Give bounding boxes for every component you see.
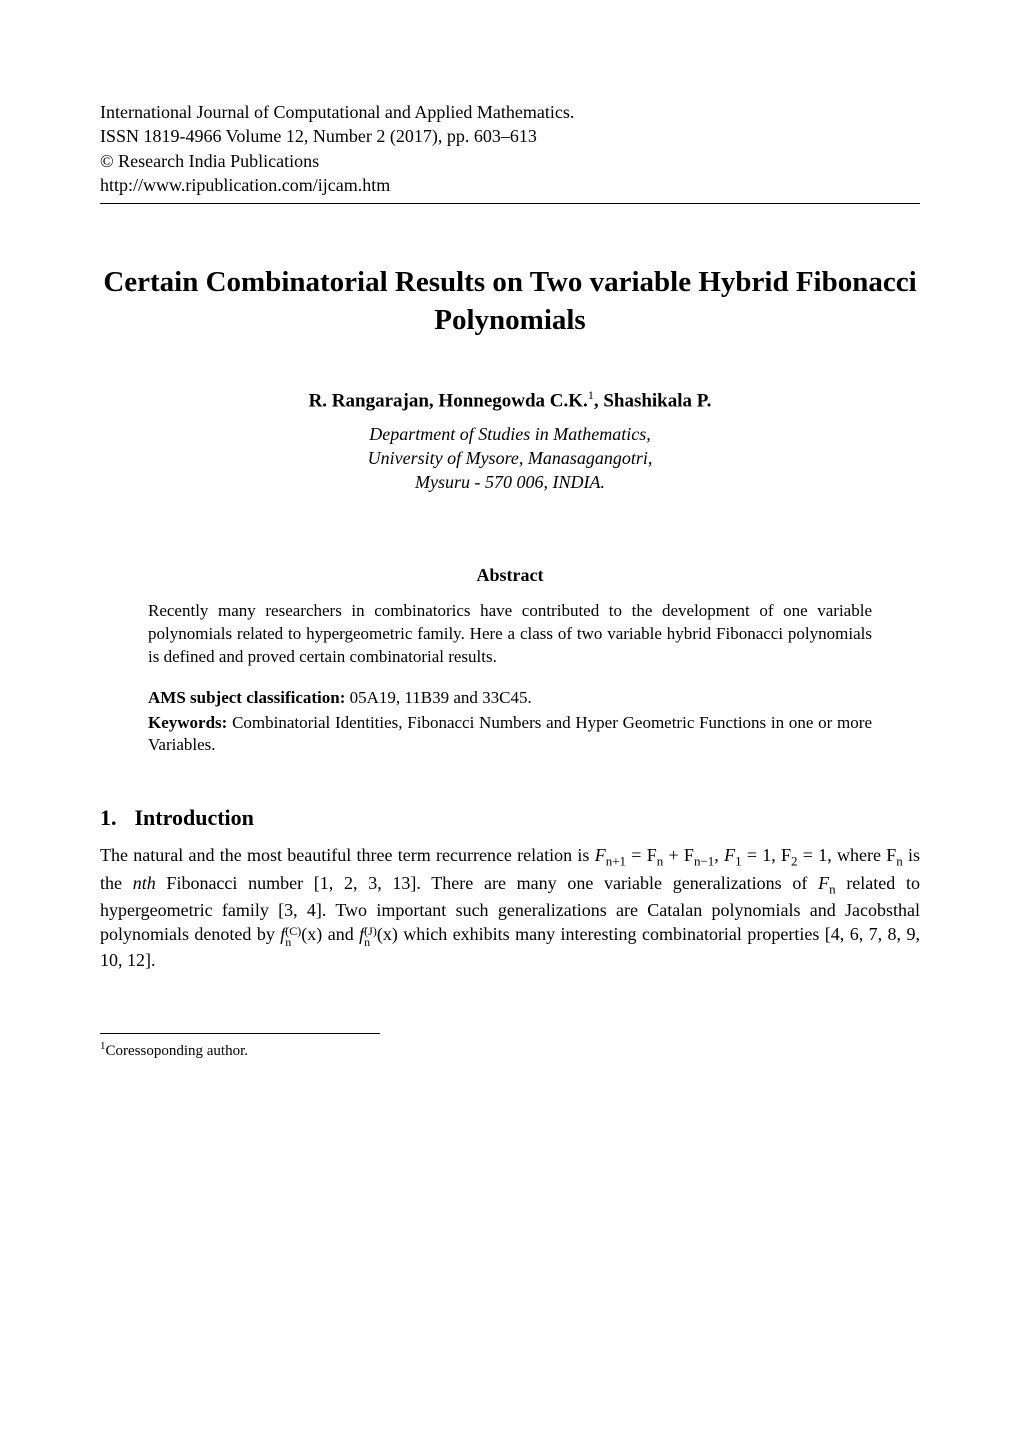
issn-line: ISSN 1819-4966 Volume 12, Number 2 (2017… (100, 124, 920, 148)
text-fragment: The natural and the most beautiful three… (100, 845, 595, 865)
footnote-corresponding-author: 1Coressoponding author. (100, 1040, 920, 1060)
section-heading-introduction: 1. Introduction (100, 805, 920, 831)
ams-value: 05A19, 11B39 and 33C45. (345, 688, 531, 707)
math-sub: n+1 (606, 854, 626, 869)
authors-main: R. Rangarajan, Honnegowda C.K. (309, 390, 588, 411)
ams-label: AMS subject classification: (148, 688, 345, 707)
keywords-value: Combinatorial Identities, Fibonacci Numb… (148, 713, 872, 755)
math-sub: n−1 (694, 854, 714, 869)
abstract-heading: Abstract (100, 565, 920, 586)
text-fragment: (x) and (301, 924, 359, 944)
authors: R. Rangarajan, Honnegowda C.K.1, Shashik… (100, 388, 920, 412)
affiliation: Department of Studies in Mathematics, Un… (100, 422, 920, 495)
journal-url: http://www.ripublication.com/ijcam.htm (100, 173, 920, 197)
text-fragment: = 1, where F (798, 845, 897, 865)
math-sub: n (285, 937, 301, 948)
math-F: F (818, 873, 829, 893)
affiliation-line3: Mysuru - 570 006, INDIA. (100, 470, 920, 494)
text-fragment: + F (663, 845, 694, 865)
authors-rest: , Shashikala P. (594, 390, 712, 411)
journal-name: International Journal of Computational a… (100, 100, 920, 124)
math-supsub: (J)n (364, 926, 377, 949)
paper-title: Certain Combinatorial Results on Two var… (100, 264, 920, 339)
math-supsub: (C)n (285, 926, 301, 949)
keywords: Keywords: Combinatorial Identities, Fibo… (148, 712, 872, 758)
header-rule (100, 203, 920, 204)
footnote-text: Coressoponding author. (106, 1043, 249, 1059)
intro-paragraph: The natural and the most beautiful three… (100, 843, 920, 972)
text-fragment: , (714, 845, 724, 865)
math-F: F (595, 845, 606, 865)
text-fragment: Fibonacci number [1, 2, 3, 13]. There ar… (156, 873, 818, 893)
section-number: 1. (100, 805, 117, 831)
footnote-rule (100, 1033, 380, 1034)
text-fragment: = F (626, 845, 657, 865)
affiliation-line1: Department of Studies in Mathematics, (100, 422, 920, 446)
text-fragment: = 1, F (742, 845, 791, 865)
ams-classification: AMS subject classification: 05A19, 11B39… (148, 687, 872, 710)
keywords-label: Keywords: (148, 713, 227, 732)
copyright-line: © Research India Publications (100, 149, 920, 173)
math-sub: n (364, 937, 377, 948)
nth-italic: nth (133, 873, 156, 893)
abstract-text: Recently many researchers in combinatori… (148, 600, 872, 669)
math-F: F (724, 845, 735, 865)
journal-header: International Journal of Computational a… (100, 100, 920, 197)
section-title: Introduction (135, 805, 254, 830)
affiliation-line2: University of Mysore, Manasagangotri, (100, 446, 920, 470)
